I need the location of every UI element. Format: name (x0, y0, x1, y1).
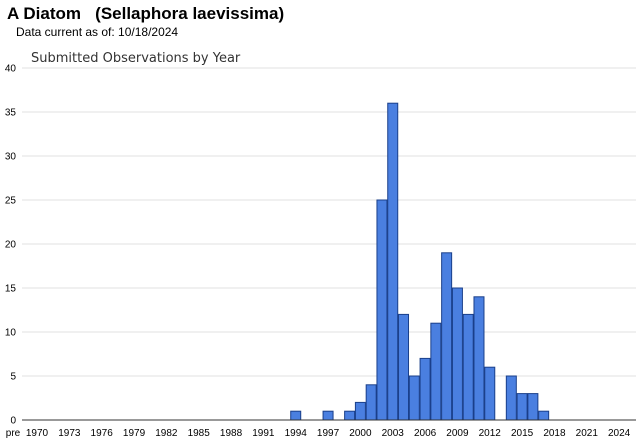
bar-2011 (473, 296, 485, 421)
bar-2016 (527, 393, 539, 421)
bar-1999 (344, 410, 356, 421)
bar-2017 (538, 410, 550, 421)
x-tick-label: 2015 (511, 428, 534, 439)
x-tick-label: 1991 (252, 428, 275, 439)
x-tick-label: pre (6, 428, 21, 439)
y-tick-label: 25 (5, 196, 17, 207)
bar-2010 (462, 313, 474, 421)
x-tick-label: 2018 (543, 428, 566, 439)
y-tick-label: 40 (5, 64, 17, 75)
x-tick-label: 2021 (576, 428, 599, 439)
y-tick-label: 20 (5, 240, 17, 251)
x-tick-label: 2003 (382, 428, 405, 439)
bar-2006 (419, 357, 431, 421)
y-tick-label: 15 (5, 284, 17, 295)
y-tick-label: 35 (5, 108, 17, 119)
species-title: A Diatom (Sellaphora laevissima) (7, 4, 285, 23)
chart-title: Submitted Observations by Year (31, 51, 241, 66)
bar-2001 (365, 384, 377, 421)
bar-2004 (398, 313, 410, 421)
y-tick-label: 5 (10, 372, 16, 383)
bar-2008 (441, 252, 453, 421)
y-tick-label: 30 (5, 152, 17, 163)
x-tick-labels: pre 1970 1973 1976 1979 1982 1985 1988 1991 1994 1… (6, 428, 631, 439)
bar-1994 (290, 410, 302, 421)
x-tick-label: 2012 (479, 428, 502, 439)
bar-2003 (387, 102, 399, 421)
bar-2012 (484, 366, 496, 421)
x-tick-label: 1997 (317, 428, 340, 439)
y-tick-label: 0 (10, 416, 16, 427)
data-current-date: Data current as of: 10/18/2024 (16, 25, 179, 39)
x-tick-label: 2009 (446, 428, 469, 439)
x-tick-label: 2000 (349, 428, 372, 439)
bar-2005 (408, 375, 420, 421)
x-tick-label: 1970 (26, 428, 49, 439)
bar-2002 (376, 199, 388, 421)
bar-2000 (354, 401, 366, 421)
y-tick-labels: 0 5 10 15 20 25 30 35 40 (5, 64, 17, 427)
grid-lines (22, 67, 636, 377)
x-tick-label: 1976 (91, 428, 114, 439)
x-tick-label: 1979 (123, 428, 146, 439)
x-tick-label: 1985 (188, 428, 211, 439)
bar-2009 (451, 287, 463, 421)
x-tick-label: 1982 (155, 428, 178, 439)
x-tick-label: 1973 (58, 428, 81, 439)
x-tick-label: 1994 (285, 428, 308, 439)
x-tick-label: 2006 (414, 428, 437, 439)
y-tick-label: 10 (5, 328, 17, 339)
bar-2015 (516, 393, 528, 421)
x-tick-label: 1988 (220, 428, 243, 439)
bars (290, 102, 550, 421)
bar-2007 (430, 322, 442, 421)
bar-1997 (322, 410, 334, 421)
bar-2014 (505, 375, 517, 421)
x-tick-label: 2024 (608, 428, 631, 439)
